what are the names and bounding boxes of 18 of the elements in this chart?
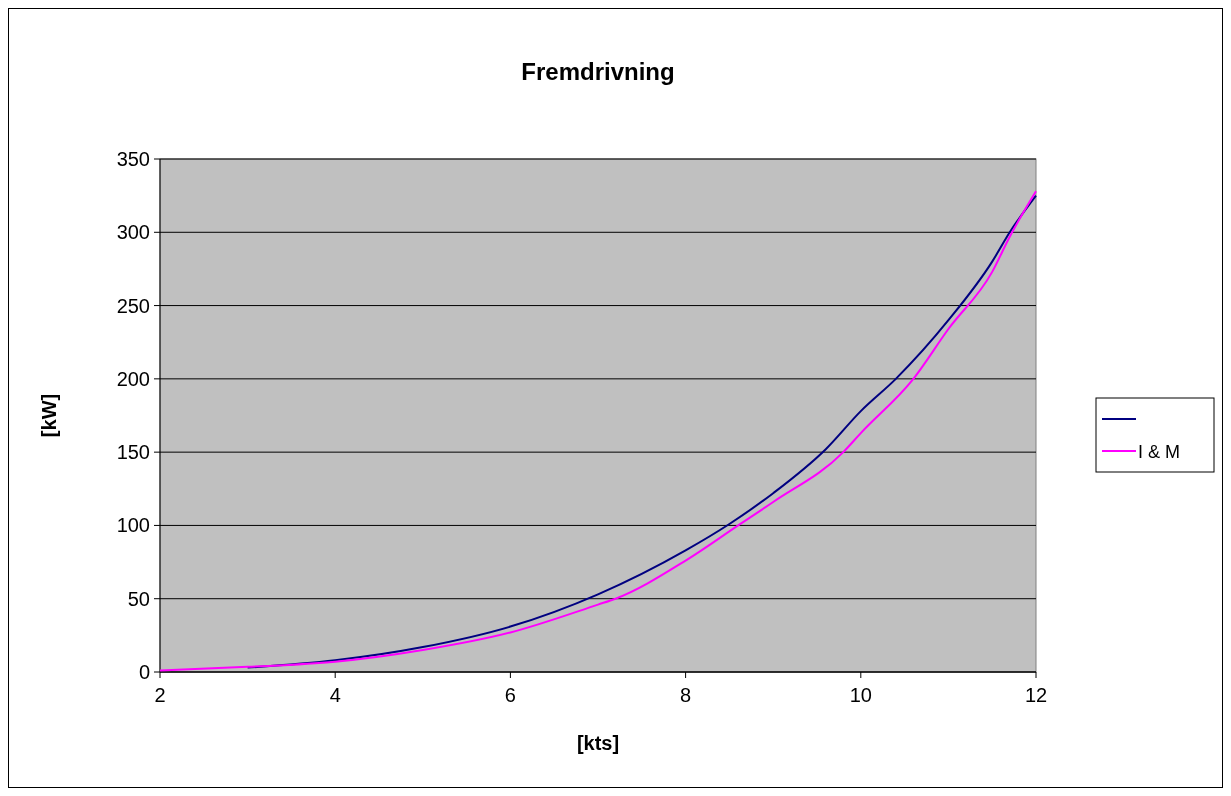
x-tick-label: 12 (1024, 684, 1048, 706)
x-tick-label: 10 (849, 684, 872, 706)
x-tick-label: 2 (154, 684, 166, 706)
y-tick-label: 350 (116, 148, 150, 170)
y-tick-label: 100 (116, 514, 150, 537)
x-tick-label: 8 (680, 684, 692, 706)
y-tick-label: 150 (116, 441, 150, 464)
x-tick-label: 6 (504, 684, 516, 706)
legend-label: I & M (1138, 442, 1181, 462)
y-tick-label: 250 (116, 294, 150, 317)
y-tick-label: 50 (127, 587, 150, 610)
y-tick-label: 0 (138, 661, 150, 683)
chart-title: Fremdrivning (521, 58, 675, 85)
x-tick-label: 4 (329, 684, 341, 706)
y-tick-label: 200 (116, 367, 150, 390)
x-axis-title: [kts] (576, 732, 620, 754)
y-tick-label: 300 (116, 221, 150, 244)
y-axis-title: [kW] (38, 393, 60, 438)
